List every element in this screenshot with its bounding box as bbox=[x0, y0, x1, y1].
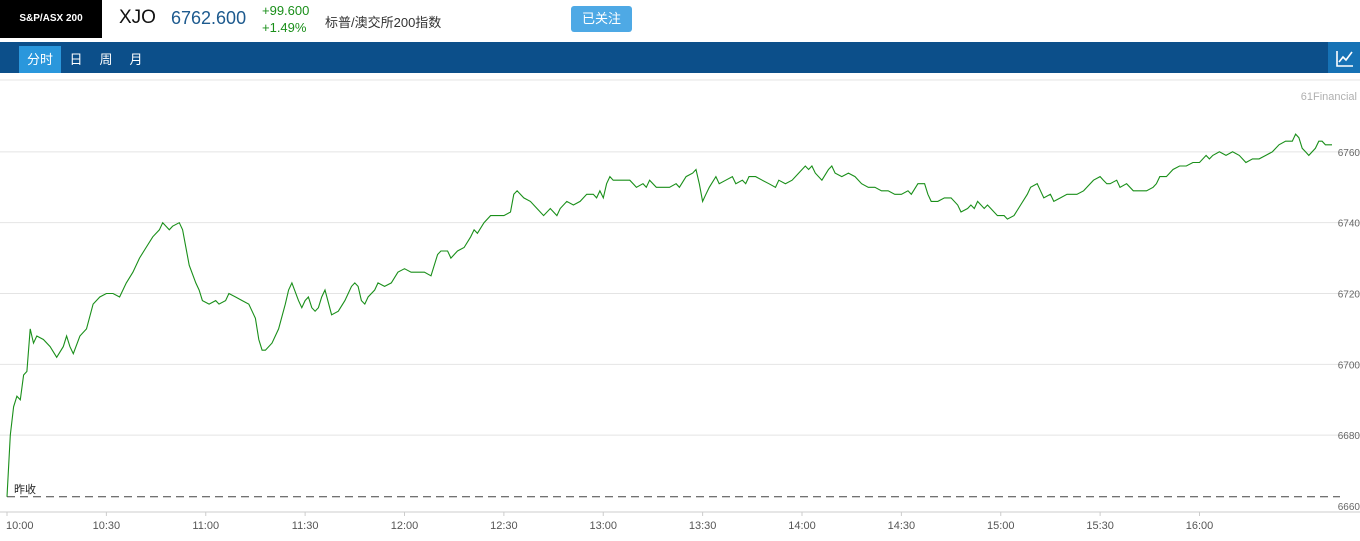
x-tick-label: 10:00 bbox=[6, 520, 34, 532]
tab-weekly[interactable]: 周 bbox=[99, 52, 113, 67]
prev-close-label: 昨收 bbox=[14, 482, 36, 496]
price-change-percent: +1.49% bbox=[262, 20, 307, 35]
index-full-name: 标普/澳交所200指数 bbox=[325, 15, 442, 30]
intraday-chart: 6660 6680 6700 6720 6740 6760 10:00 10:30 11:00… bbox=[0, 79, 1360, 532]
y-tick-label: 6660 bbox=[1338, 502, 1360, 513]
x-tick-label: 15:00 bbox=[987, 520, 1015, 532]
x-tick-label: 12:00 bbox=[391, 520, 419, 532]
x-tick-label: 14:30 bbox=[888, 520, 916, 532]
y-tick-label: 6760 bbox=[1338, 148, 1360, 159]
y-tick-label: 6720 bbox=[1338, 290, 1360, 301]
y-tick-label: 6680 bbox=[1338, 431, 1360, 442]
x-tick-label: 12:30 bbox=[490, 520, 518, 532]
last-price: 6762.600 bbox=[171, 8, 247, 28]
watermark: 61Financial bbox=[1301, 91, 1357, 103]
x-tick-label: 15:30 bbox=[1086, 520, 1114, 532]
x-tick-label: 13:30 bbox=[689, 520, 717, 532]
x-tick-label: 13:00 bbox=[589, 520, 617, 532]
price-change: +99.600 bbox=[262, 3, 310, 18]
tab-monthly[interactable]: 月 bbox=[129, 52, 143, 67]
tab-intraday[interactable]: 分时 bbox=[19, 46, 61, 73]
index-logo-badge: S&P/ASX 200 bbox=[0, 0, 102, 38]
y-tick-label: 6740 bbox=[1338, 219, 1360, 230]
price-series-line bbox=[6, 133, 1332, 497]
quote-header: S&P/ASX 200 XJO 6762.600 +99.600 +1.49% … bbox=[0, 0, 1360, 38]
follow-button[interactable]: 已关注 bbox=[571, 6, 632, 32]
line-chart-icon bbox=[1336, 51, 1353, 67]
chart-type-toggle[interactable] bbox=[1328, 42, 1360, 73]
x-tick-label: 11:30 bbox=[292, 520, 319, 532]
x-tick-label: 14:00 bbox=[788, 520, 816, 532]
y-tick-label: 6700 bbox=[1338, 360, 1360, 371]
ticker-symbol: XJO bbox=[119, 7, 156, 28]
tab-daily[interactable]: 日 bbox=[69, 52, 83, 67]
x-tick-label: 10:30 bbox=[93, 520, 121, 532]
x-tick-label: 11:00 bbox=[192, 520, 219, 532]
period-tabs-bar: 分时 日 周 月 bbox=[0, 42, 1360, 73]
x-tick-label: 16:00 bbox=[1186, 520, 1214, 532]
